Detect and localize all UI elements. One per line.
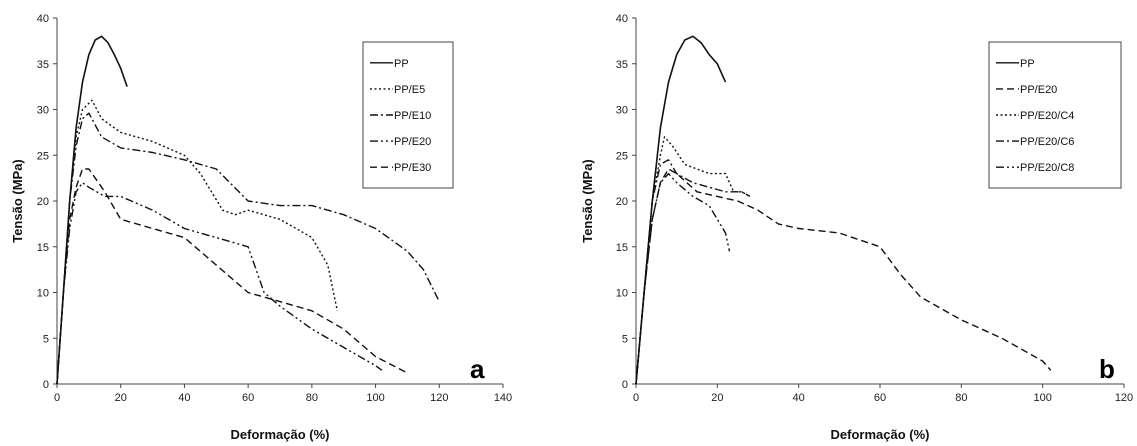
legend-label: PP <box>394 58 409 70</box>
series-line-pp-e20-c6 <box>635 159 751 385</box>
y-tick-label: 40 <box>616 13 628 25</box>
series-line-pp-e30 <box>56 168 408 385</box>
y-tick-label: 15 <box>37 242 49 254</box>
series-line-pp-e20 <box>56 182 383 385</box>
legend-label: PP/E20/C8 <box>1020 162 1074 174</box>
y-tick-label: 35 <box>37 59 49 71</box>
x-tick-label: 20 <box>711 392 723 404</box>
y-tick-label: 30 <box>616 105 628 117</box>
x-tick-label: 60 <box>242 392 254 404</box>
series-line-pp-e5 <box>56 99 338 385</box>
series-line-pp-e20 <box>635 168 1052 385</box>
x-axis-label: Deformação (%) <box>231 427 330 442</box>
x-tick-label: 140 <box>494 392 512 404</box>
x-tick-label: 120 <box>1115 392 1133 404</box>
y-tick-label: 10 <box>37 288 49 300</box>
chart-panel-b: 0 20 40 60 80 100 120 0 5 10 15 20 25 30 35 40 Deformaçã… <box>580 13 1133 442</box>
legend-label: PP/E20/C4 <box>1020 110 1074 122</box>
series-line-pp-e20-c8 <box>635 172 731 385</box>
x-tick-label: 0 <box>633 392 639 404</box>
y-tick-label: 10 <box>616 288 628 300</box>
x-axis-label: Deformação (%) <box>831 427 930 442</box>
y-tick-label: 20 <box>616 196 628 208</box>
x-tick-label: 80 <box>955 392 967 404</box>
panel-letter: b <box>1099 354 1115 384</box>
y-tick-label: 0 <box>43 379 49 391</box>
legend-label: PP/E10 <box>394 110 431 122</box>
x-tick-label: 0 <box>54 392 60 404</box>
chart-panel-a: 0 20 40 60 80 100 120 140 0 5 10 15 20 25 30 35 40 Deform… <box>10 13 512 442</box>
y-tick-label: 40 <box>37 13 49 25</box>
panel-letter: a <box>470 354 485 384</box>
legend-label: PP/E5 <box>394 84 425 96</box>
series-line-pp <box>56 35 128 385</box>
legend-label: PP <box>1020 58 1035 70</box>
y-tick-label: 0 <box>622 379 628 391</box>
x-tick-label: 20 <box>115 392 127 404</box>
x-tick-label: 120 <box>430 392 448 404</box>
y-tick-label: 20 <box>37 196 49 208</box>
y-tick-label: 15 <box>616 242 628 254</box>
legend-label: PP/E30 <box>394 162 431 174</box>
y-tick-label: 5 <box>622 333 628 345</box>
y-tick-label: 5 <box>43 333 49 345</box>
legend-label: PP/E20/C6 <box>1020 136 1074 148</box>
y-axis-label: Tensão (MPa) <box>10 159 25 243</box>
legend-label: PP/E20 <box>1020 84 1057 96</box>
x-tick-label: 60 <box>874 392 886 404</box>
x-tick-label: 100 <box>1033 392 1051 404</box>
series-line-pp-e20-c4 <box>635 136 751 385</box>
y-tick-label: 30 <box>37 105 49 117</box>
y-tick-label: 25 <box>37 150 49 162</box>
series-line-pp-e10 <box>56 112 440 385</box>
series-line-pp <box>635 35 727 385</box>
y-tick-label: 25 <box>616 150 628 162</box>
legend-label: PP/E20 <box>394 136 431 148</box>
x-tick-label: 40 <box>793 392 805 404</box>
y-axis-label: Tensão (MPa) <box>580 159 595 243</box>
x-tick-label: 80 <box>306 392 318 404</box>
x-tick-label: 100 <box>366 392 384 404</box>
y-tick-label: 35 <box>616 59 628 71</box>
x-tick-label: 40 <box>178 392 190 404</box>
